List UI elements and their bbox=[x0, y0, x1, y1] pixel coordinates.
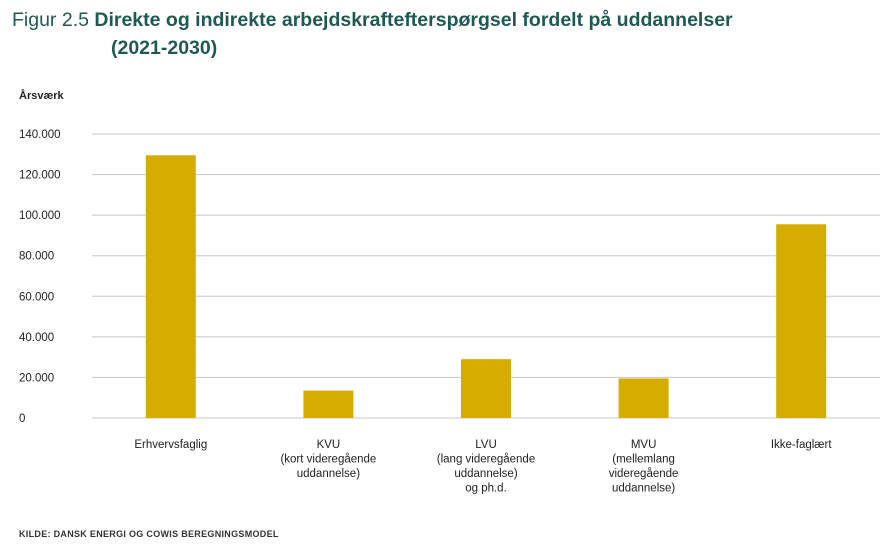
bar bbox=[776, 224, 827, 418]
figure-number: Figur 2.5 bbox=[12, 9, 89, 31]
y-tick-label: 60.000 bbox=[19, 291, 54, 303]
y-tick-label: 140.000 bbox=[19, 129, 61, 141]
x-tick-label: uddannelse) bbox=[454, 468, 517, 480]
x-tick-label: og ph.d. bbox=[465, 483, 507, 495]
figure-title-period: (2021-2030) bbox=[111, 37, 218, 59]
y-axis-ticks: 0 20.000 40.000 60.000 80.000 100.000 120.000 1… bbox=[19, 129, 61, 425]
x-tick-label: Erhvervsfaglig bbox=[134, 439, 207, 451]
bar bbox=[145, 155, 196, 419]
y-tick-label: 120.000 bbox=[19, 170, 61, 182]
x-tick-label: uddannelse) bbox=[297, 468, 360, 480]
gridlines bbox=[92, 133, 880, 419]
y-tick-label: 80.000 bbox=[19, 251, 54, 263]
x-tick-label: (kort videregående bbox=[280, 454, 376, 466]
x-tick-label: Ikke-faglært bbox=[771, 439, 833, 451]
x-tick-label: KVU bbox=[317, 439, 341, 451]
source-note: KILDE: DANSK ENERGI OG COWIS BEREGNINGSM… bbox=[19, 529, 279, 539]
y-axis-label: Årsværk bbox=[19, 90, 64, 102]
chart-title: Figur 2.5 Direkte og indirekte arbejdskr… bbox=[12, 6, 882, 62]
y-tick-label: 40.000 bbox=[19, 332, 54, 344]
bars bbox=[145, 155, 827, 419]
x-tick-label: LVU bbox=[475, 439, 497, 451]
y-tick-label: 20.000 bbox=[19, 372, 54, 384]
x-axis-labels: Erhvervsfaglig KVU (kort videregående uddan… bbox=[134, 439, 832, 495]
x-tick-label: (lang videregående bbox=[437, 454, 535, 466]
x-tick-label: MVU bbox=[631, 439, 657, 451]
x-tick-label: uddannelse) bbox=[612, 483, 675, 495]
bar bbox=[461, 359, 511, 418]
bar bbox=[618, 378, 669, 418]
x-tick-label: videregående bbox=[609, 468, 679, 480]
x-tick-label: (mellemlang bbox=[612, 454, 675, 466]
bar bbox=[303, 390, 354, 418]
figure-title: Direkte og indirekte arbejdskrafteftersp… bbox=[94, 9, 733, 31]
y-tick-label: 100.000 bbox=[19, 210, 61, 222]
y-tick-label: 0 bbox=[19, 413, 25, 425]
